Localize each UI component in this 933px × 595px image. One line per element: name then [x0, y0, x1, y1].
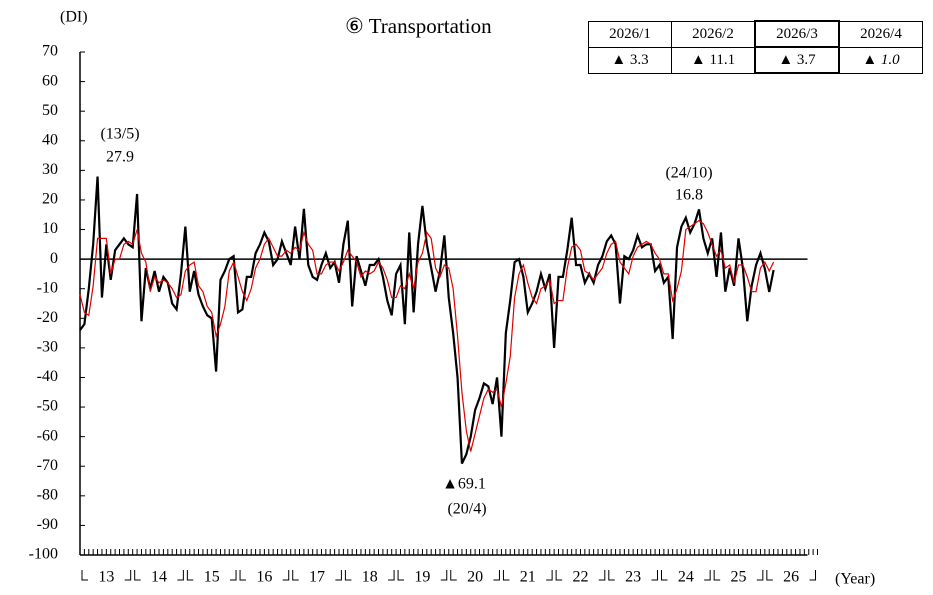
y-tick-label: 70 [42, 43, 58, 60]
x-tick-label: 17 [309, 569, 325, 586]
x-tick-label: 22 [572, 569, 588, 586]
y-tick-label: -50 [37, 398, 58, 415]
x-tick-label: 21 [520, 569, 536, 586]
y-tick-label: 10 [42, 220, 58, 237]
year-bracket [239, 570, 290, 581]
annotation: ▲69.1 [442, 476, 486, 493]
annotation: 27.9 [106, 149, 134, 166]
table-row: ▲ 3.3 ▲ 11.1 ▲ 3.7 ▲ 1.0 [588, 46, 923, 74]
y-tick-label: 60 [42, 72, 58, 89]
table-header: 2026/1 2026/2 2026/3 2026/4 [588, 20, 923, 48]
year-bracket [344, 570, 395, 581]
y-tick-label: -90 [37, 516, 58, 533]
year-bracket [766, 570, 817, 581]
x-tick-label: 23 [625, 569, 641, 586]
x-tick-label: 16 [256, 569, 272, 586]
series-line [79, 176, 775, 465]
value-cell: ▲ 11.1 [671, 46, 756, 74]
year-bracket [660, 570, 711, 581]
header-cell: 2026/2 [671, 20, 756, 48]
header-cell: 2026/3 [754, 20, 840, 48]
value-cell: ▲ 3.3 [588, 46, 672, 74]
year-bracket [134, 570, 184, 581]
year-bracket [81, 570, 132, 581]
y-tick-label: 20 [42, 191, 58, 208]
x-tick-label: 25 [731, 569, 747, 586]
year-bracket [186, 570, 237, 581]
year-bracket [608, 570, 658, 581]
year-bracket [555, 570, 606, 581]
y-tick-label: 30 [42, 161, 58, 178]
x-tick-label: 15 [204, 569, 220, 586]
annotation: (13/5) [100, 126, 139, 143]
chart-title: ⑥ Transportation [345, 14, 492, 38]
y-tick-label: -10 [37, 279, 58, 296]
x-tick-label: 24 [678, 569, 694, 586]
y-tick-label: -80 [37, 486, 58, 503]
year-bracket [292, 570, 342, 581]
annotation: 16.8 [675, 187, 703, 204]
year-bracket [397, 570, 448, 581]
y-tick-label: -60 [37, 427, 58, 444]
forecast-table: 2026/1 2026/2 2026/3 2026/4 ▲ 3.3 ▲ 11.1… [588, 20, 923, 74]
value-cell: ▲ 3.7 [754, 46, 840, 74]
y-tick-label: -100 [29, 546, 58, 563]
x-tick-label: 18 [362, 569, 378, 586]
y-tick-label: -40 [37, 368, 58, 385]
series-line [79, 219, 775, 452]
y-axis-label: (DI) [60, 9, 88, 26]
x-tick-label: 19 [414, 569, 430, 586]
header-cell: 2026/1 [588, 20, 672, 48]
y-tick-label: -70 [37, 457, 58, 474]
year-bracket [713, 570, 764, 581]
annotation: (24/10) [665, 165, 712, 182]
x-axis-label: (Year) [835, 571, 875, 588]
y-tick-label: 0 [50, 250, 58, 267]
y-tick-label: 40 [42, 131, 58, 148]
annotation: (20/4) [447, 501, 486, 518]
y-tick-label: -30 [37, 339, 58, 356]
y-tick-label: 50 [42, 102, 58, 119]
header-cell: 2026/4 [838, 20, 923, 48]
year-bracket [502, 570, 553, 581]
x-tick-label: 13 [98, 569, 114, 586]
x-tick-label: 20 [467, 569, 483, 586]
value-cell: ▲ 1.0 [838, 46, 923, 74]
year-bracket [450, 570, 500, 581]
y-tick-label: -20 [37, 309, 58, 326]
x-tick-label: 26 [783, 569, 799, 586]
x-tick-label: 14 [151, 569, 167, 586]
